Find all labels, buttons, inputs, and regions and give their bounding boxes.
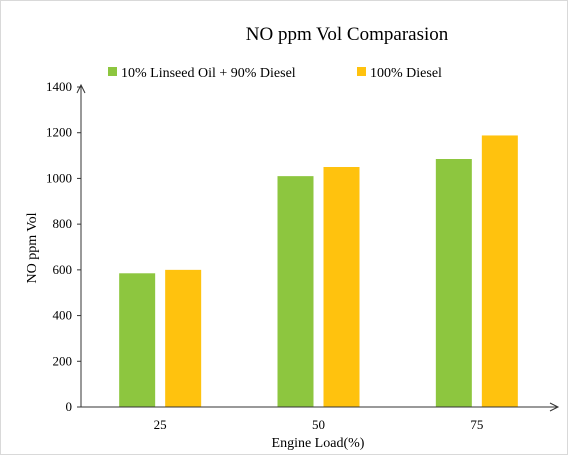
chart-title: NO ppm Vol Comparasion	[246, 24, 449, 45]
x-axis-title: Engine Load(%)	[272, 436, 365, 451]
legend: 10% Linseed Oil + 90% Diesel 100% Diesel	[108, 66, 442, 81]
bar-linseed-75	[435, 159, 472, 407]
y-tick-label-0: 0	[66, 399, 73, 414]
bar-linseed-25	[119, 273, 156, 407]
y-tick-label-400: 400	[53, 308, 73, 323]
y-tick-label-1400: 1400	[46, 79, 72, 94]
bar-diesel-50	[323, 167, 360, 407]
bar-diesel-75	[481, 135, 518, 407]
y-tick-label-600: 600	[53, 262, 73, 277]
y-tick-label-800: 800	[53, 216, 73, 231]
y-axis-title: NO ppm Vol	[25, 212, 40, 283]
x-tick-label-50: 50	[312, 417, 325, 432]
y-axis-arrow	[76, 83, 86, 94]
legend-label-linseed: 10% Linseed Oil + 90% Diesel	[121, 66, 296, 81]
bar-diesel-25	[165, 269, 202, 407]
x-tick-label-75: 75	[470, 417, 483, 432]
bar-linseed-50	[277, 176, 314, 407]
legend-label-diesel: 100% Diesel	[370, 66, 442, 81]
x-axis-arrow	[549, 402, 560, 412]
plot-area: 0 200 400 600 800 1000 1200 1400 25 50 75	[46, 79, 560, 432]
x-tick-label-25: 25	[154, 417, 167, 432]
legend-swatch-diesel	[357, 67, 366, 76]
y-tick-label-1000: 1000	[46, 170, 72, 185]
y-tick-label-200: 200	[53, 353, 73, 368]
legend-swatch-linseed	[108, 67, 117, 76]
y-tick-label-1200: 1200	[46, 125, 72, 140]
